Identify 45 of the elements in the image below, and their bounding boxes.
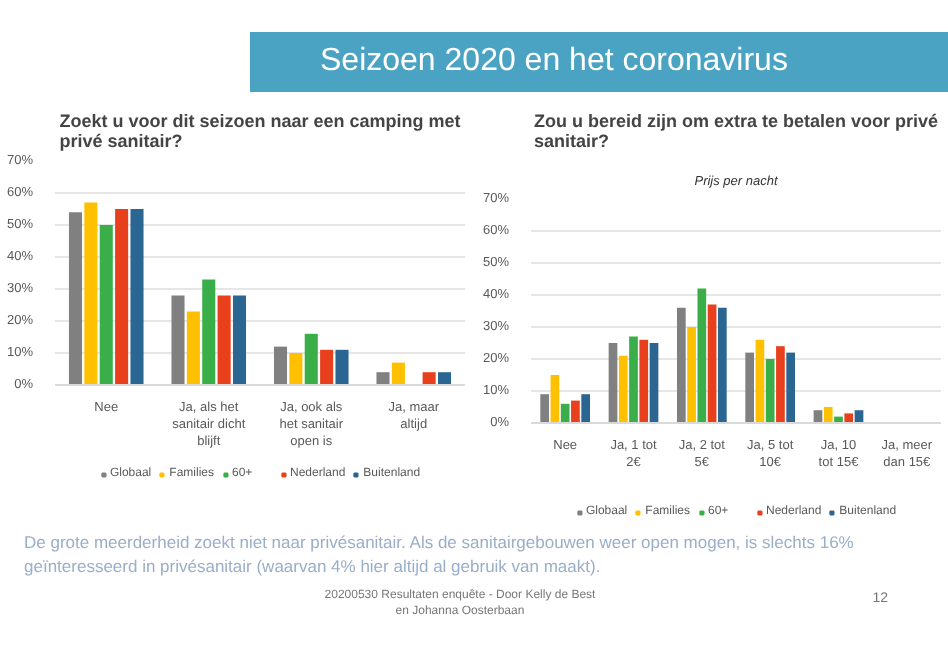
chart-title: Zoekt u voor dit seizoen naar een camping met privé sanitair? xyxy=(59,111,461,151)
bar xyxy=(115,209,129,385)
text: Seizoen 2020 en het coronavirus xyxy=(250,32,948,92)
bar xyxy=(581,394,591,423)
bar xyxy=(186,311,200,385)
bar xyxy=(422,372,436,385)
bar xyxy=(391,362,405,385)
bar xyxy=(618,355,628,423)
bar xyxy=(717,307,727,423)
bar xyxy=(130,209,144,385)
bar xyxy=(786,352,796,423)
bar xyxy=(99,225,113,385)
bar xyxy=(560,403,570,423)
bar xyxy=(745,352,755,423)
bar xyxy=(629,336,638,423)
bar xyxy=(844,413,854,423)
bar xyxy=(232,295,247,385)
bar xyxy=(289,353,303,385)
bar xyxy=(707,304,717,423)
text: De grote meerderheid zoekt niet naar privésanitair. Als de sanitairgebouwen weer open mogen, is slechts 16% geïnteresseerd in privésanitair (waarvan 4% hier altijd al gebruik van maakt). xyxy=(22,530,856,578)
bar xyxy=(273,346,288,385)
bar xyxy=(217,295,231,385)
bar xyxy=(639,339,649,423)
bar xyxy=(84,202,98,385)
bar xyxy=(571,400,580,423)
bar xyxy=(823,407,833,423)
bar xyxy=(540,394,550,423)
bar xyxy=(304,333,318,385)
bar xyxy=(550,375,560,423)
bar xyxy=(697,288,707,423)
bar xyxy=(755,339,765,423)
bar xyxy=(437,372,452,385)
bar xyxy=(608,343,618,423)
bar xyxy=(171,295,185,385)
bar xyxy=(676,307,686,423)
bar xyxy=(376,372,390,385)
bar xyxy=(335,349,349,385)
bar xyxy=(765,359,775,423)
bar xyxy=(68,212,83,385)
bar xyxy=(320,349,334,385)
bar xyxy=(687,327,696,423)
bar xyxy=(649,343,659,423)
bar xyxy=(776,346,785,423)
bar xyxy=(202,279,216,385)
chart-title: Zou u bereid zijn om extra te betalen voor privé sanitair? xyxy=(533,111,939,151)
